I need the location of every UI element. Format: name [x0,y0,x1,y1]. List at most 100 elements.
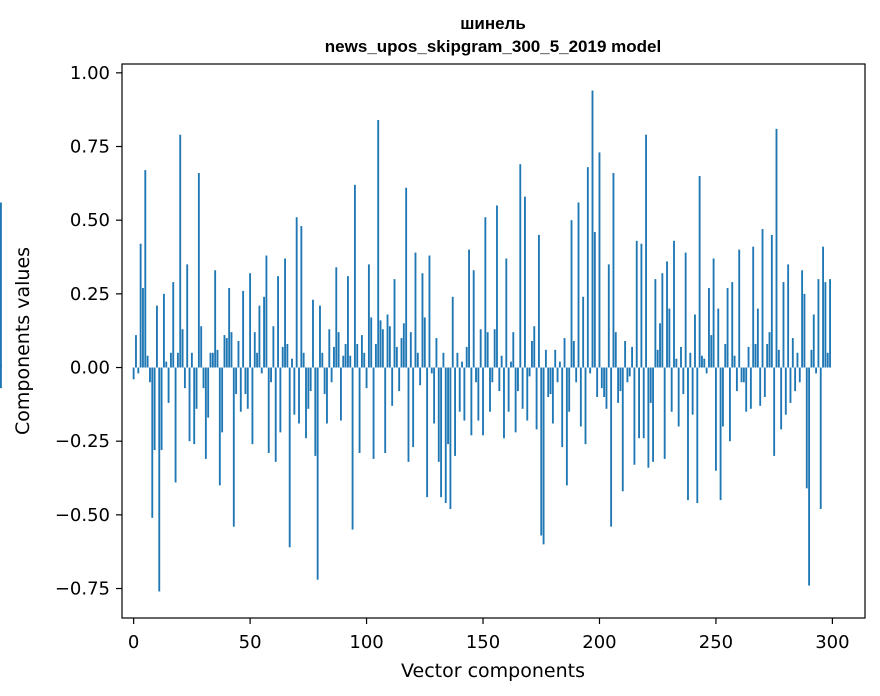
bar [365,367,368,389]
bar [221,367,224,433]
bar [801,270,804,368]
bar [619,367,622,392]
bar [544,349,547,368]
bar [780,367,783,430]
bar [621,367,624,492]
bar [768,332,771,368]
bar [668,308,671,368]
bar [507,367,510,412]
bar [647,367,650,468]
bar [258,305,261,368]
bar [218,367,221,486]
bar [267,367,270,453]
bar [503,367,505,439]
bar [216,349,219,368]
bar [791,338,794,368]
bar [416,352,419,368]
bar [680,346,682,368]
bar [342,355,345,368]
bar [656,349,659,368]
bar [756,308,759,368]
bar [437,367,440,462]
bar [251,367,254,445]
bar [263,296,266,368]
bar [624,341,627,368]
y-tick-label: 1.00 [70,63,110,84]
bar [277,276,279,368]
bar [333,346,335,368]
bar [440,367,443,498]
bar [153,367,156,451]
bar [579,367,582,427]
x-tick-label: 300 [815,632,849,653]
bar [321,352,324,368]
bar [738,249,741,368]
bar [132,367,135,380]
bar [202,367,205,389]
bar [181,329,184,368]
bar [477,367,480,421]
bar [347,276,349,368]
bar [752,246,755,368]
bar [617,367,620,403]
bar [330,367,333,383]
bar [395,346,398,368]
bar [419,367,422,386]
bar [777,349,780,368]
bar [353,184,356,368]
bar [135,335,137,368]
bar [479,329,482,368]
bar [575,367,578,383]
bar [824,282,827,368]
bar [654,279,657,368]
bar [372,367,375,459]
bar [603,367,606,397]
bar [249,273,252,368]
bar [626,367,629,383]
bar [659,323,661,368]
bar [409,332,412,368]
bar [731,282,734,368]
bar [770,234,773,368]
bar [384,367,387,453]
bar [829,279,831,368]
bar [360,335,363,368]
bar [195,367,198,409]
bar [531,341,533,368]
bar [165,361,168,368]
bar [142,287,144,368]
bar [689,352,692,368]
bar [344,343,347,368]
bar [568,367,571,412]
bar [144,170,147,368]
bar [638,367,640,439]
bar [747,346,750,368]
bar [430,367,433,374]
bar [475,367,477,383]
bar [370,317,373,368]
bar [207,367,210,418]
chart-title-line2: news_upos_skipgram_300_5_2019 model [325,37,661,56]
bar [337,332,340,368]
bar [237,341,240,368]
bar [810,349,813,368]
bar [554,349,557,368]
bar [335,267,338,368]
bar [710,335,713,368]
bar [398,367,401,392]
bar [640,243,643,368]
bar [426,367,429,498]
bar [563,338,566,368]
y-axis-ticks: −0.75 −0.50 −0.25 0.00 0.25 0.50 0.75 1.00 [55,63,122,600]
bar [470,367,473,436]
bar [577,202,580,368]
bar [612,173,615,368]
bars-group [0,90,831,592]
bar [379,320,382,368]
bar [798,367,801,383]
bar [817,279,820,368]
bar [295,217,298,368]
bar [223,335,226,368]
bar [428,255,431,368]
bar [519,164,522,368]
